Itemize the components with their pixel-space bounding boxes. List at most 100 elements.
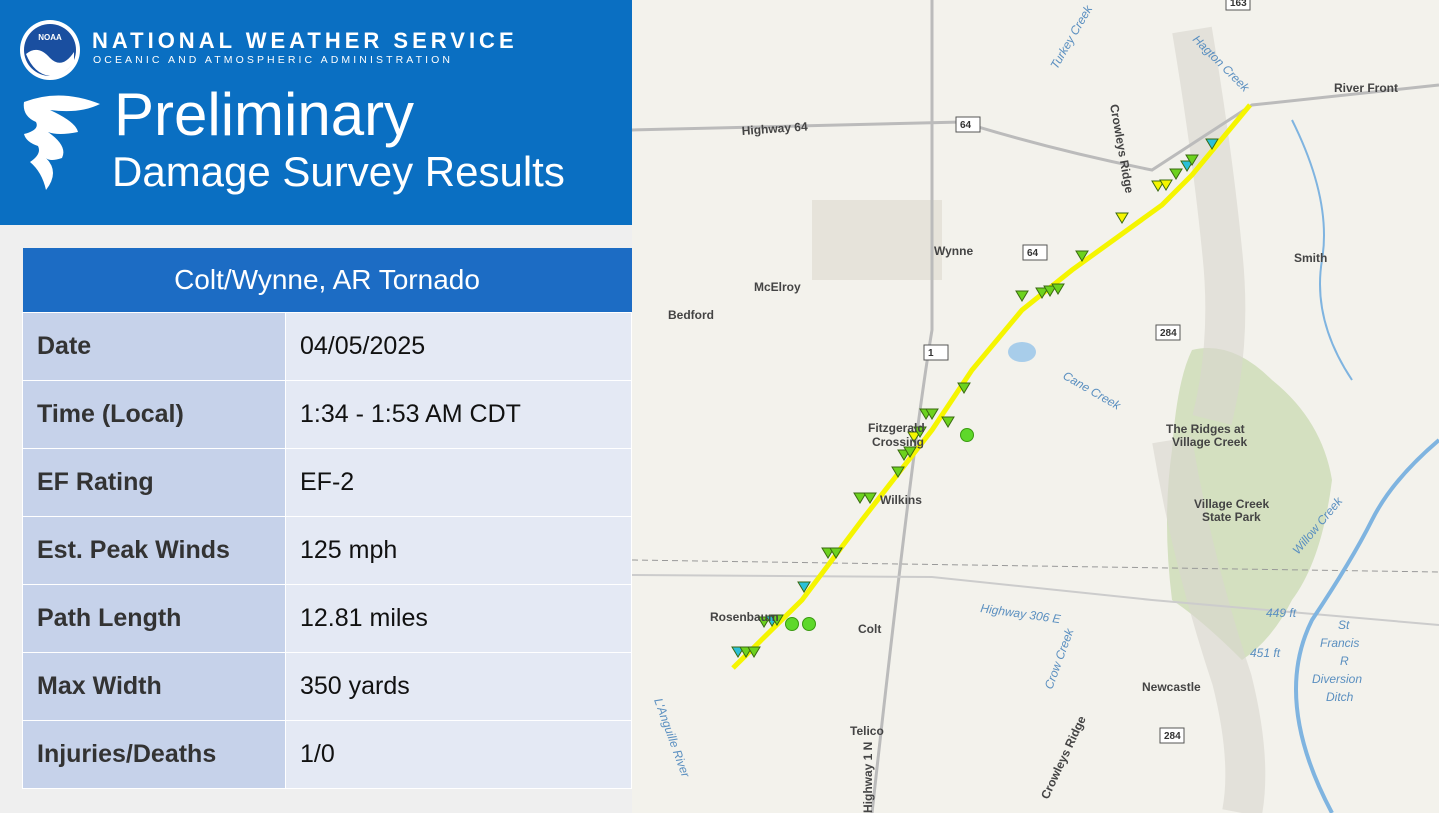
damage-points <box>731 138 1219 658</box>
subtitle: Damage Survey Results <box>112 148 565 195</box>
map-label: 451 ft <box>1250 646 1281 660</box>
damage-marker <box>891 466 905 478</box>
map-label: Wynne <box>934 244 973 258</box>
highway-shield <box>1225 0 1251 11</box>
damage-marker <box>1205 138 1219 150</box>
map-label: McElroy <box>754 280 801 294</box>
map-label: 284 <box>1164 731 1181 742</box>
map-label: 163 <box>1230 0 1247 9</box>
org-name: NATIONAL WEATHER SERVICE <box>92 28 518 53</box>
row-label: EF Rating <box>22 448 286 517</box>
map-label: 1 <box>928 348 934 359</box>
map-label: The Ridges at <box>1166 422 1245 436</box>
damage-marker <box>907 431 921 443</box>
highway-shield <box>1022 244 1048 261</box>
map-label: State Park <box>1202 510 1261 524</box>
damage-marker <box>829 547 843 559</box>
damage-marker <box>1159 179 1173 191</box>
damage-marker <box>925 408 939 420</box>
damage-marker <box>757 616 771 628</box>
map-label: 284 <box>1160 328 1177 339</box>
row-label: Injuries/Deaths <box>22 720 286 789</box>
map-label: Wilkins <box>880 493 922 507</box>
highway-shield <box>923 344 949 361</box>
damage-marker <box>1075 250 1089 262</box>
map-label: Rosenbaum <box>710 610 779 624</box>
info-panel: NOAA NATIONAL WEATHER SERVICE OCEANIC AN… <box>0 0 632 813</box>
table-row: Path Length 12.81 miles <box>22 584 632 653</box>
damage-marker <box>1180 160 1194 172</box>
map-label: Fitzgerald <box>868 421 925 435</box>
damage-marker <box>903 446 917 458</box>
map-label: Telico <box>850 724 884 738</box>
highway-shield <box>1159 727 1185 744</box>
damage-marker <box>853 492 867 504</box>
map-label: Smith <box>1294 251 1327 265</box>
damage-marker <box>1169 168 1183 180</box>
damage-marker <box>797 581 811 593</box>
table-row: Max Width 350 yards <box>22 652 632 721</box>
damage-marker <box>1043 285 1057 297</box>
map-label: 449 ft <box>1266 606 1297 620</box>
damage-marker <box>770 614 784 626</box>
damage-marker <box>941 416 955 428</box>
map-label: Village Creek <box>1172 435 1247 449</box>
title: Preliminary <box>114 81 415 148</box>
summary-table: Colt/Wynne, AR Tornado Date 04/05/2025 Tim… <box>22 248 632 789</box>
row-value: 1/0 <box>285 720 632 789</box>
map-label: Ditch <box>1326 690 1354 704</box>
map-label: St <box>1338 618 1350 632</box>
map-label: Bedford <box>668 308 714 322</box>
map-label: 64 <box>960 120 972 131</box>
map-label: Highway 1 N <box>861 742 875 813</box>
map-label: Newcastle <box>1142 680 1201 694</box>
damage-marker <box>960 428 974 442</box>
row-label: Path Length <box>22 584 286 653</box>
tornado-track <box>731 103 1252 670</box>
map-label: Diversion <box>1312 672 1362 686</box>
row-label: Date <box>22 312 286 381</box>
damage-marker <box>1151 180 1165 192</box>
logo-text: NOAA <box>38 33 62 42</box>
noaa-logo: NOAA <box>20 20 80 80</box>
map-label: Colt <box>858 622 881 636</box>
damage-marker <box>1115 212 1129 224</box>
row-label: Est. Peak Winds <box>22 516 286 585</box>
damage-marker <box>747 646 761 658</box>
map-label: Crossing <box>872 435 924 449</box>
row-value: 1:34 - 1:53 AM CDT <box>285 380 632 449</box>
highway-shield <box>955 116 981 133</box>
map-label: Village Creek <box>1194 497 1269 511</box>
row-value: EF-2 <box>285 448 632 517</box>
table-title: Colt/Wynne, AR Tornado <box>22 248 632 313</box>
org-subname: OCEANIC AND ATMOSPHERIC ADMINISTRATION <box>93 54 454 66</box>
damage-marker <box>802 617 816 631</box>
damage-marker <box>1035 287 1049 299</box>
highway-shield <box>1155 324 1181 341</box>
map-label: 64 <box>1027 248 1039 259</box>
row-label: Time (Local) <box>22 380 286 449</box>
damage-marker <box>913 426 927 438</box>
row-value: 350 yards <box>285 652 632 721</box>
map-label: River Front <box>1334 81 1398 95</box>
damage-marker <box>1051 283 1065 295</box>
damage-marker <box>785 617 799 631</box>
table-row: EF Rating EF-2 <box>22 448 632 517</box>
map-label: Highway 64 <box>741 119 808 138</box>
map-label: R <box>1340 654 1349 668</box>
table-row: Est. Peak Winds 125 mph <box>22 516 632 585</box>
table-row: Date 04/05/2025 <box>22 312 632 381</box>
damage-marker <box>863 492 877 504</box>
row-label: Max Width <box>22 652 286 721</box>
damage-marker <box>1015 290 1029 302</box>
banner: NOAA NATIONAL WEATHER SERVICE OCEANIC AN… <box>0 0 632 225</box>
damage-marker <box>957 382 971 394</box>
tornado-icon <box>23 95 100 190</box>
map-label: Francis <box>1320 636 1359 650</box>
damage-marker <box>1185 154 1199 166</box>
row-value: 125 mph <box>285 516 632 585</box>
table-row: Injuries/Deaths 1/0 <box>22 720 632 789</box>
table-row: Time (Local) 1:34 - 1:53 AM CDT <box>22 380 632 449</box>
